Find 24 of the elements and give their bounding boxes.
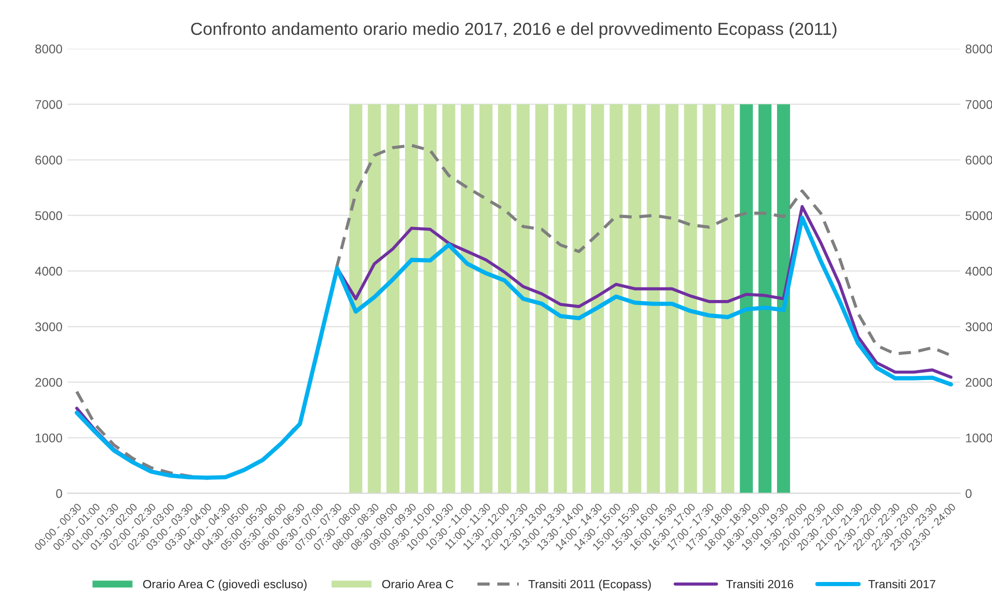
- y2-tick-label: 2000: [966, 378, 992, 387]
- legend-label: Transiti 2016: [726, 580, 794, 588]
- legend-label: Transiti 2017: [868, 580, 936, 588]
- y2-tick-label: 6000: [966, 156, 992, 165]
- y2-tick-label: 0: [966, 489, 972, 498]
- y2-tick-label: 5000: [966, 211, 992, 220]
- y-tick-label: 7000: [35, 100, 62, 109]
- y2-tick-label: 7000: [966, 100, 992, 109]
- y-tick-label: 2000: [35, 378, 62, 387]
- legend-label: Orario Area C: [382, 580, 454, 588]
- y-tick-label: 5000: [35, 211, 62, 220]
- y2-tick-label: 1000: [966, 434, 992, 442]
- y-tick-label: 0: [56, 489, 62, 498]
- y-tick-label: 1000: [36, 434, 62, 442]
- y-tick-label: 6000: [35, 156, 62, 165]
- y2-tick-label: 8000: [966, 44, 992, 54]
- legend-label: Transiti 2011 (Ecopass): [528, 580, 651, 591]
- y-tick-label: 8000: [35, 44, 62, 54]
- y2-tick-label: 4000: [965, 266, 992, 276]
- chart-title: Confronto andamento orario medio 2017, 2016 e del provvedimento Ecopass (2011): [191, 22, 836, 38]
- y-tick-label: 4000: [35, 266, 62, 276]
- y-tick-label: 3000: [35, 322, 62, 332]
- y2-tick-label: 3000: [966, 322, 992, 332]
- legend-label: Orario Area C (giovedì escluso): [143, 579, 307, 591]
